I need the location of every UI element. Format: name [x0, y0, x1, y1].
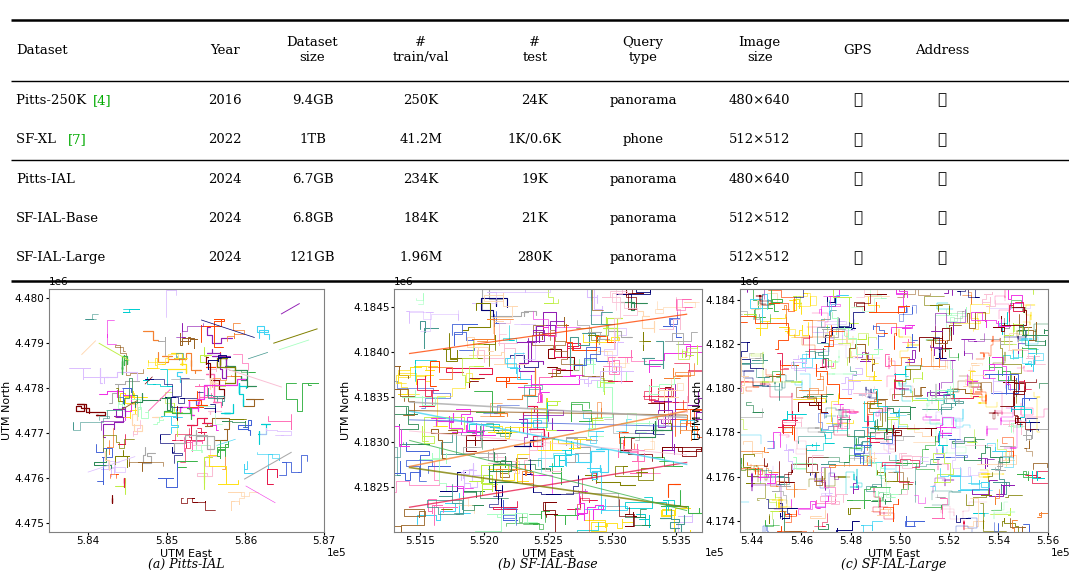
Text: Year: Year [211, 44, 240, 57]
Text: Pitts-IAL: Pitts-IAL [16, 173, 75, 186]
Text: 1e5: 1e5 [705, 547, 725, 558]
Text: 9.4GB: 9.4GB [292, 94, 334, 107]
Text: ✔: ✔ [853, 133, 862, 147]
Text: 250K: 250K [403, 94, 438, 107]
Text: 24K: 24K [522, 94, 548, 107]
Text: [7]: [7] [68, 134, 86, 146]
Text: 234K: 234K [403, 173, 438, 186]
Text: Dataset
size: Dataset size [286, 36, 338, 64]
Text: phone: phone [623, 134, 664, 146]
Text: 41.2M: 41.2M [400, 134, 443, 146]
Y-axis label: UTM North: UTM North [341, 381, 351, 440]
Text: 480×640: 480×640 [729, 94, 791, 107]
Text: 19K: 19K [522, 173, 549, 186]
Text: 512×512: 512×512 [729, 251, 791, 265]
Text: GPS: GPS [843, 44, 872, 57]
Text: 6.8GB: 6.8GB [292, 212, 334, 225]
Text: 1.96M: 1.96M [400, 251, 443, 265]
X-axis label: UTM East: UTM East [867, 549, 920, 559]
Text: Query
type: Query type [623, 36, 664, 64]
Text: ✘: ✘ [937, 94, 947, 108]
Text: panorama: panorama [609, 251, 677, 265]
Text: 1e6: 1e6 [394, 276, 414, 287]
Text: ✔: ✔ [853, 212, 862, 225]
Y-axis label: UTM North: UTM North [2, 381, 12, 440]
Text: 480×640: 480×640 [729, 173, 791, 186]
Text: [4]: [4] [93, 94, 112, 107]
Text: 21K: 21K [522, 212, 548, 225]
X-axis label: UTM East: UTM East [160, 549, 213, 559]
Text: 512×512: 512×512 [729, 134, 791, 146]
Text: panorama: panorama [609, 173, 677, 186]
Text: Image
size: Image size [739, 36, 781, 64]
Text: 2024: 2024 [208, 212, 242, 225]
Text: Pitts-250K: Pitts-250K [16, 94, 91, 107]
Text: 1e6: 1e6 [49, 276, 68, 287]
Text: 1K/0.6K: 1K/0.6K [508, 134, 562, 146]
Text: Dataset: Dataset [16, 44, 68, 57]
Text: 2022: 2022 [208, 134, 242, 146]
Text: ✘: ✘ [937, 133, 947, 147]
Text: ✔: ✔ [937, 251, 947, 265]
Text: (b) SF-IAL-Base: (b) SF-IAL-Base [498, 558, 598, 570]
Text: 2024: 2024 [208, 173, 242, 186]
Text: SF-XL: SF-XL [16, 134, 60, 146]
Text: panorama: panorama [609, 94, 677, 107]
Text: #
train/val: # train/val [393, 36, 449, 64]
Text: ✔: ✔ [937, 212, 947, 225]
Text: (a) Pitts-IAL: (a) Pitts-IAL [148, 558, 225, 570]
Text: #
test: # test [523, 36, 548, 64]
Text: 1e5: 1e5 [1051, 547, 1070, 558]
Text: 2016: 2016 [208, 94, 242, 107]
Text: Address: Address [915, 44, 970, 57]
Text: ✔: ✔ [853, 94, 862, 108]
Text: SF-IAL-Large: SF-IAL-Large [16, 251, 106, 265]
Text: panorama: panorama [609, 212, 677, 225]
Text: 6.7GB: 6.7GB [292, 173, 334, 186]
Text: 512×512: 512×512 [729, 212, 791, 225]
Y-axis label: UTM North: UTM North [693, 381, 703, 440]
Text: SF-IAL-Base: SF-IAL-Base [16, 212, 99, 225]
Text: 121GB: 121GB [289, 251, 335, 265]
Text: ✔: ✔ [853, 251, 862, 265]
Text: 184K: 184K [403, 212, 438, 225]
Text: 280K: 280K [517, 251, 552, 265]
Text: ✔: ✔ [853, 172, 862, 186]
Text: 2024: 2024 [208, 251, 242, 265]
X-axis label: UTM East: UTM East [522, 549, 575, 559]
Text: 1e5: 1e5 [327, 547, 347, 558]
Text: 1TB: 1TB [299, 134, 326, 146]
Text: (c) SF-IAL-Large: (c) SF-IAL-Large [841, 558, 946, 570]
Text: ✔: ✔ [937, 172, 947, 186]
Text: 1e6: 1e6 [740, 276, 759, 287]
